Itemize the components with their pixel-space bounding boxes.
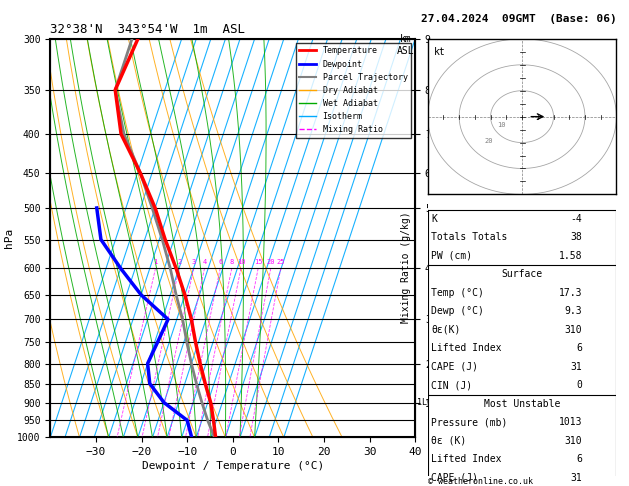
Text: 32°38'N  343°54'W  1m  ASL: 32°38'N 343°54'W 1m ASL bbox=[50, 23, 245, 36]
Text: 27.04.2024  09GMT  (Base: 06): 27.04.2024 09GMT (Base: 06) bbox=[421, 14, 617, 24]
Text: Surface: Surface bbox=[501, 269, 543, 279]
Text: 3: 3 bbox=[192, 260, 196, 265]
Text: © weatheronline.co.uk: © weatheronline.co.uk bbox=[428, 477, 533, 486]
Text: CIN (J): CIN (J) bbox=[431, 381, 472, 390]
Text: 25: 25 bbox=[277, 260, 285, 265]
Text: K: K bbox=[431, 214, 437, 224]
Text: 9.3: 9.3 bbox=[565, 306, 582, 316]
Legend: Temperature, Dewpoint, Parcel Trajectory, Dry Adiabat, Wet Adiabat, Isotherm, Mi: Temperature, Dewpoint, Parcel Trajectory… bbox=[296, 43, 411, 138]
Text: 6: 6 bbox=[577, 454, 582, 465]
Text: 310: 310 bbox=[565, 325, 582, 335]
Text: 6: 6 bbox=[577, 344, 582, 353]
Text: km
ASL: km ASL bbox=[397, 34, 415, 55]
Text: 1013: 1013 bbox=[559, 417, 582, 427]
Text: Totals Totals: Totals Totals bbox=[431, 232, 508, 243]
Text: Mixing Ratio (g/kg): Mixing Ratio (g/kg) bbox=[401, 211, 411, 323]
Text: 20: 20 bbox=[484, 138, 493, 143]
X-axis label: Dewpoint / Temperature (°C): Dewpoint / Temperature (°C) bbox=[142, 461, 324, 471]
Text: PW (cm): PW (cm) bbox=[431, 251, 472, 261]
Text: Pressure (mb): Pressure (mb) bbox=[431, 417, 508, 427]
Text: 15: 15 bbox=[254, 260, 262, 265]
Text: θε (K): θε (K) bbox=[431, 436, 467, 446]
Text: 1LCL: 1LCL bbox=[417, 398, 437, 407]
Text: -4: -4 bbox=[571, 214, 582, 224]
Text: 17.3: 17.3 bbox=[559, 288, 582, 298]
Text: Temp (°C): Temp (°C) bbox=[431, 288, 484, 298]
Text: Lifted Index: Lifted Index bbox=[431, 454, 502, 465]
Text: CAPE (J): CAPE (J) bbox=[431, 362, 479, 372]
Text: 10: 10 bbox=[497, 122, 506, 128]
Text: 38: 38 bbox=[571, 232, 582, 243]
Text: 1.58: 1.58 bbox=[559, 251, 582, 261]
Text: 1: 1 bbox=[153, 260, 158, 265]
Text: θε(K): θε(K) bbox=[431, 325, 461, 335]
Text: 31: 31 bbox=[571, 362, 582, 372]
Text: Dewp (°C): Dewp (°C) bbox=[431, 306, 484, 316]
Text: CAPE (J): CAPE (J) bbox=[431, 473, 479, 483]
Text: 31: 31 bbox=[571, 473, 582, 483]
Text: 0: 0 bbox=[577, 381, 582, 390]
Text: 4: 4 bbox=[203, 260, 207, 265]
Text: 6: 6 bbox=[218, 260, 222, 265]
Text: 2: 2 bbox=[177, 260, 181, 265]
Text: 310: 310 bbox=[565, 436, 582, 446]
Text: Most Unstable: Most Unstable bbox=[484, 399, 560, 409]
Text: kt: kt bbox=[434, 47, 446, 57]
Y-axis label: hPa: hPa bbox=[4, 228, 14, 248]
Text: 8: 8 bbox=[230, 260, 234, 265]
Text: 20: 20 bbox=[267, 260, 275, 265]
Text: 10: 10 bbox=[237, 260, 245, 265]
Text: Lifted Index: Lifted Index bbox=[431, 344, 502, 353]
